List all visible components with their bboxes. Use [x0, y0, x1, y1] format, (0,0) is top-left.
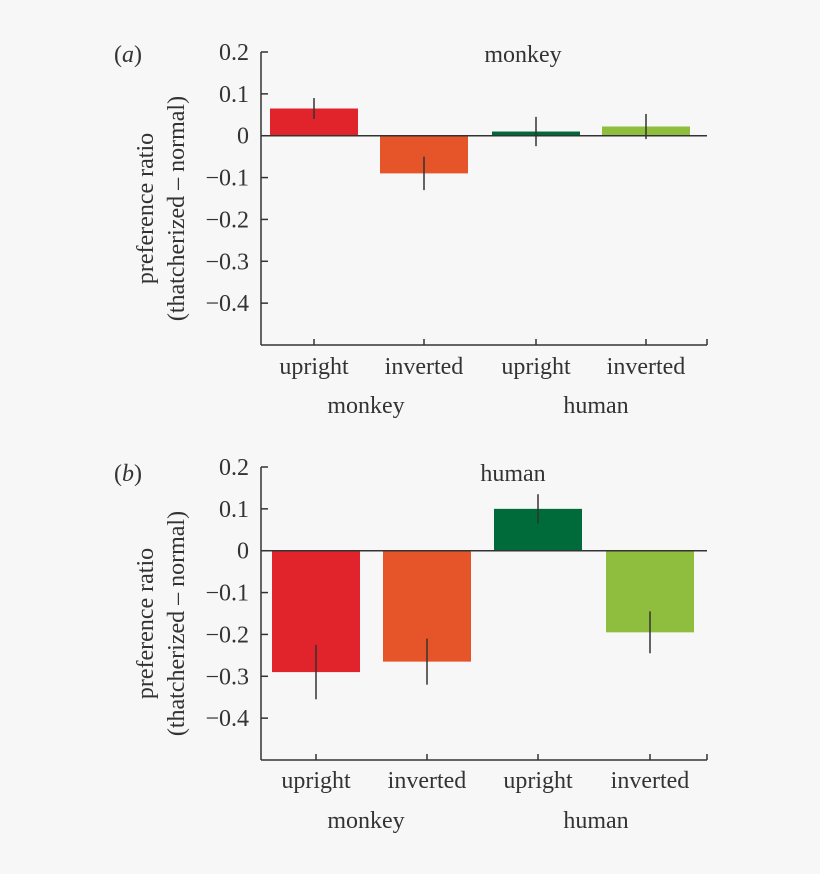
- panel-b-ylabel-line-2: (thatcherized – normal): [164, 511, 190, 736]
- panel-b-ylabel-line-1: preference ratio: [133, 548, 159, 699]
- panel-a-y-tick-label: −0.1: [205, 166, 249, 192]
- panel-a-y-tick-label: −0.2: [205, 207, 249, 233]
- panel-a-group-label: human: [563, 393, 628, 419]
- panel-a-y-tick-label: 0.2: [219, 40, 249, 66]
- panel-b-title: human: [480, 461, 545, 487]
- panel-a-title: monkey: [484, 42, 561, 68]
- panel-a-ylabel-line-2: (thatcherized – normal): [164, 96, 190, 321]
- panel-b-letter: (b): [114, 461, 142, 487]
- panel-b-category-label: upright: [281, 768, 351, 794]
- panel-a-y-tick-label: −0.4: [205, 291, 249, 317]
- panel-b-y-tick-label: 0: [237, 539, 249, 565]
- panel-a-category-label: inverted: [607, 354, 686, 380]
- panel-a-category-label: upright: [501, 354, 571, 380]
- panel-b-y-tick-label: −0.1: [205, 581, 249, 607]
- panel-b-y-tick-label: 0.2: [219, 455, 249, 481]
- panel-b-y-tick-label: −0.4: [205, 706, 249, 732]
- panel-a-category-label: upright: [279, 354, 349, 380]
- panel-a-ylabel-line-1: preference ratio: [133, 133, 159, 284]
- panel-b-y-tick-label: −0.2: [205, 622, 249, 648]
- panel-b-group-label: human: [563, 808, 628, 834]
- panel-b-category-label: inverted: [611, 768, 690, 794]
- panel-a-category-label: inverted: [385, 354, 464, 380]
- panel-b-y-tick-label: −0.3: [205, 664, 249, 690]
- panel-a-letter: (a): [114, 42, 142, 68]
- panel-b-y-tick-label: 0.1: [219, 497, 249, 523]
- panel-a-group-label: monkey: [327, 393, 404, 419]
- panel-b-category-label: upright: [503, 768, 573, 794]
- panel-b-group-label: monkey: [327, 808, 404, 834]
- panel-b-category-label: inverted: [388, 768, 467, 794]
- panel-a-y-tick-label: 0.1: [219, 82, 249, 108]
- panel-a-y-tick-label: −0.3: [205, 249, 249, 275]
- panel-a-y-tick-label: 0: [237, 124, 249, 150]
